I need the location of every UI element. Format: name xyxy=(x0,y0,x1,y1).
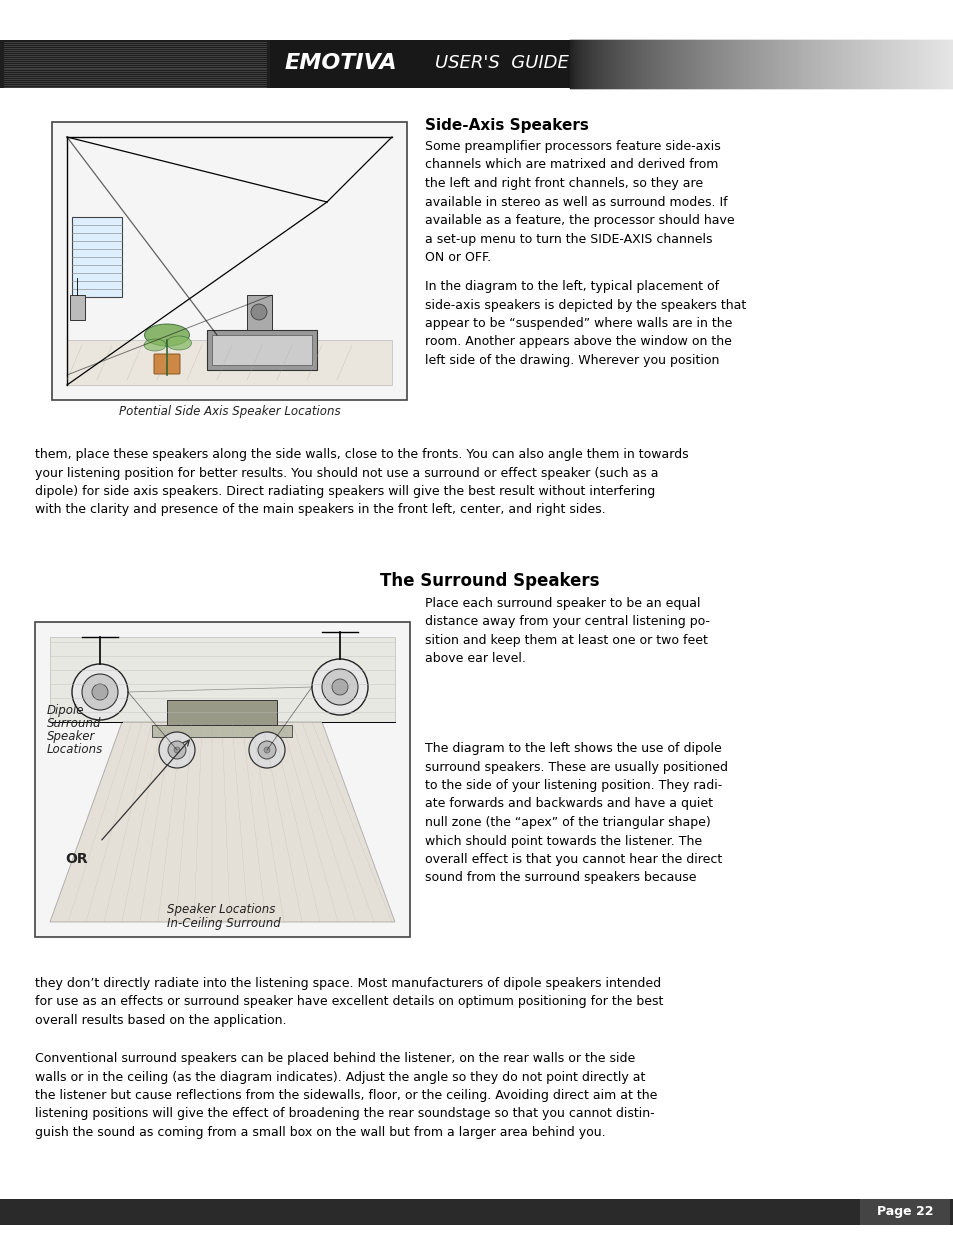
Circle shape xyxy=(251,304,267,320)
Circle shape xyxy=(312,659,368,715)
Bar xyxy=(50,637,395,722)
Text: Surround: Surround xyxy=(47,718,101,730)
Bar xyxy=(52,122,407,400)
Text: Some preamplifier processors feature side-axis
channels which are matrixed and d: Some preamplifier processors feature sid… xyxy=(424,140,734,264)
Polygon shape xyxy=(67,340,392,385)
Circle shape xyxy=(173,747,180,753)
Text: In the diagram to the left, typical placement of
side-axis speakers is depicted : In the diagram to the left, typical plac… xyxy=(424,280,745,367)
Circle shape xyxy=(257,741,275,760)
Text: EMOTIVA: EMOTIVA xyxy=(285,53,397,73)
Text: USER'S  GUIDE: USER'S GUIDE xyxy=(435,54,568,72)
Polygon shape xyxy=(50,722,395,923)
Text: Page 22: Page 22 xyxy=(876,1205,932,1219)
Bar xyxy=(0,1199,953,1225)
FancyBboxPatch shape xyxy=(153,354,180,374)
Text: The Surround Speakers: The Surround Speakers xyxy=(380,572,599,590)
Text: they don’t directly radiate into the listening space. Most manufacturers of dipo: they don’t directly radiate into the lis… xyxy=(35,977,662,1028)
Bar xyxy=(859,1199,949,1225)
Text: Side-Axis Speakers: Side-Axis Speakers xyxy=(424,119,588,133)
Text: Potential Side Axis Speaker Locations: Potential Side Axis Speaker Locations xyxy=(118,405,340,417)
Ellipse shape xyxy=(167,336,192,350)
Ellipse shape xyxy=(144,324,190,346)
Bar xyxy=(152,725,292,737)
Circle shape xyxy=(264,747,270,753)
Bar xyxy=(207,330,316,370)
Bar xyxy=(270,40,569,88)
Bar xyxy=(35,622,410,937)
Bar xyxy=(70,295,85,320)
Text: OR: OR xyxy=(65,852,88,866)
Text: Locations: Locations xyxy=(47,743,103,756)
Text: Conventional surround speakers can be placed behind the listener, on the rear wa: Conventional surround speakers can be pl… xyxy=(35,1052,657,1139)
Text: In-Ceiling Surround: In-Ceiling Surround xyxy=(167,918,280,930)
Bar xyxy=(0,40,270,88)
Text: The diagram to the left shows the use of dipole
surround speakers. These are usu: The diagram to the left shows the use of… xyxy=(424,742,727,884)
Circle shape xyxy=(249,732,285,768)
Circle shape xyxy=(91,684,108,700)
Circle shape xyxy=(82,674,118,710)
Bar xyxy=(167,700,276,725)
Text: Speaker: Speaker xyxy=(47,730,95,743)
Ellipse shape xyxy=(144,338,166,351)
Bar xyxy=(212,335,312,366)
Text: them, place these speakers along the side walls, close to the fronts. You can al: them, place these speakers along the sid… xyxy=(35,448,688,516)
Bar xyxy=(247,295,272,330)
Circle shape xyxy=(168,741,186,760)
Circle shape xyxy=(71,664,128,720)
Text: Place each surround speaker to be an equal
distance away from your central liste: Place each surround speaker to be an equ… xyxy=(424,597,709,666)
Circle shape xyxy=(322,669,357,705)
Text: Speaker Locations: Speaker Locations xyxy=(167,903,275,916)
Text: Dipole: Dipole xyxy=(47,704,85,718)
Bar xyxy=(71,217,122,296)
Circle shape xyxy=(332,679,348,695)
Circle shape xyxy=(159,732,194,768)
